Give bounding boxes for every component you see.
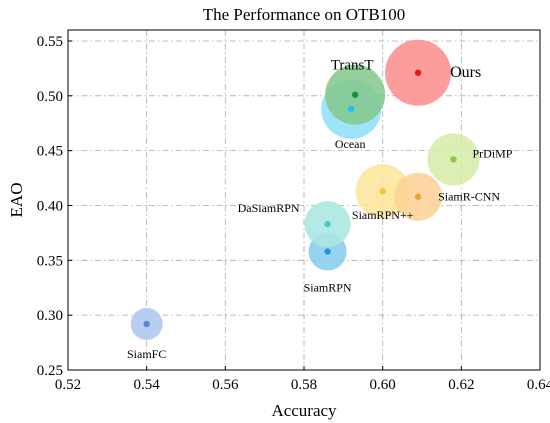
y-tick-label-0-40: 0.40: [37, 198, 63, 214]
bubbles-layer: [130, 39, 480, 340]
point-label-ours: Ours: [450, 64, 481, 81]
y-tick-label-0-45: 0.45: [37, 144, 63, 160]
y-tick-label-0-25: 0.25: [37, 363, 63, 379]
x-axis-ticks: 0.52 0.54 0.56 0.58 0.60 0.62 0.64: [55, 366, 550, 393]
y-tick-label-0-55: 0.55: [37, 34, 63, 50]
chart-title: The Performance on OTB100: [203, 5, 406, 24]
point-label-siamr-cnn: SiamR-CNN: [438, 190, 500, 204]
x-tick-label-0-52: 0.52: [55, 377, 81, 393]
y-tick-label-0-35: 0.35: [37, 253, 63, 269]
y-axis-label: EAO: [7, 183, 26, 218]
dot-siamfc: [143, 320, 150, 328]
dot-siamr-cnn: [414, 193, 422, 200]
dot-ocean: [348, 105, 355, 113]
x-axis-label: Accuracy: [271, 401, 337, 420]
x-tick-label-0-54: 0.54: [134, 377, 161, 393]
point-labels-layer: SiamFC SiamRPN DaSiamRPN SiamRPN++ SiamR-CNN…: [127, 58, 513, 361]
point-label-dasiamrpn: DaSiamRPN: [238, 201, 300, 215]
dot-dasiamrpn: [324, 220, 331, 228]
point-label-ocean: Ocean: [335, 137, 366, 151]
dots-layer: [143, 69, 457, 328]
y-tick-label-0-50: 0.50: [37, 89, 63, 105]
point-label-siamrpn: SiamRPN: [304, 281, 352, 295]
x-tick-label-0-56: 0.56: [212, 377, 239, 393]
y-axis-ticks: 0.25 0.30 0.35 0.40 0.45 0.50 0.55: [37, 34, 72, 379]
dot-prdimp: [450, 156, 457, 163]
x-tick-label-0-60: 0.60: [370, 377, 396, 393]
point-label-siamfc: SiamFC: [127, 347, 166, 361]
dot-ours: [414, 69, 422, 76]
x-tick-label-0-64: 0.64: [527, 377, 550, 393]
x-tick-label-0-62: 0.62: [448, 377, 474, 393]
point-label-prdimp: PrDiMP: [472, 146, 512, 160]
y-tick-label-0-30: 0.30: [37, 308, 63, 324]
point-label-siamrpn: SiamRPN++: [352, 208, 414, 222]
point-label-transt: TransT: [331, 58, 374, 74]
dot-siamrpn: [379, 188, 386, 195]
x-tick-label-0-58: 0.58: [291, 377, 317, 393]
dot-siamrpn: [324, 248, 331, 255]
dot-transt: [351, 91, 359, 98]
